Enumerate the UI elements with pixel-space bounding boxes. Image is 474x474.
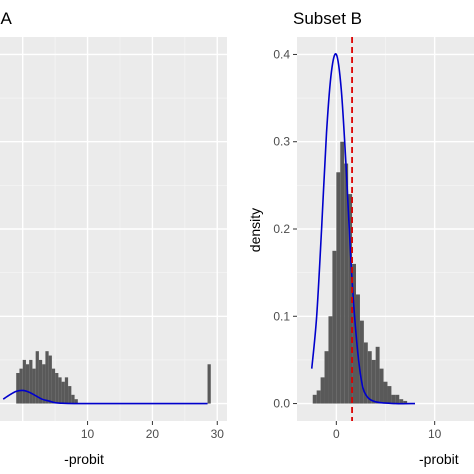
subset-b-histogram-bar bbox=[391, 394, 396, 404]
subset-b-histogram-bar bbox=[336, 172, 341, 404]
subset-b-x-tick-label: 10 bbox=[428, 427, 442, 441]
subset-a-x-ticks: 10 20 30 bbox=[81, 421, 224, 441]
subset-a-histogram-bar bbox=[55, 373, 59, 404]
subset-a-histogram-bar bbox=[71, 394, 75, 404]
subset-b-x-ticks: 0 10 bbox=[333, 421, 442, 441]
subset-b-histogram-bar bbox=[348, 194, 353, 404]
subset-b-histogram-bar bbox=[316, 390, 321, 404]
subset-a-histogram-bar bbox=[25, 364, 30, 404]
subset-a-histogram-bar bbox=[16, 373, 20, 404]
subset-b-histogram-bar bbox=[399, 399, 404, 404]
subset-a-histogram-bar bbox=[22, 359, 26, 404]
subset-a-panel: 10 20 30 t A -probit bbox=[0, 9, 227, 467]
subset-a-histogram-bar bbox=[48, 355, 52, 404]
subset-b-y-tick-label: 0.3 bbox=[273, 135, 290, 149]
subset-a-histogram-bar bbox=[64, 377, 69, 404]
subset-b-histogram-bar bbox=[324, 351, 329, 404]
subset-a-histogram bbox=[16, 351, 211, 404]
subset-b-y-tick-label: 0.0 bbox=[273, 397, 290, 411]
subset-b-x-tick-label: 0 bbox=[333, 427, 340, 441]
subset-a-histogram-bar bbox=[42, 364, 46, 404]
subset-b-histogram-bar bbox=[383, 381, 388, 404]
subset-a-normal-curve bbox=[2, 389, 208, 405]
subset-a-histogram-bar bbox=[45, 351, 49, 404]
subset-b-histogram-bar bbox=[340, 141, 345, 404]
subset-b-title: Subset B bbox=[293, 9, 362, 28]
subset-a-histogram-bar bbox=[61, 381, 65, 404]
subset-a-histogram-bar bbox=[58, 377, 62, 404]
subset-a-histogram-bar bbox=[38, 359, 43, 404]
subset-b-panel: 0 10 0.0 0.1 0.2 0.3 0.4 Subset B -probit den… bbox=[247, 9, 474, 467]
subset-b-y-tick-label: 0.2 bbox=[273, 222, 290, 236]
subset-b-histogram-bar bbox=[371, 359, 376, 404]
subset-b-x-axis-label: -probit bbox=[419, 451, 459, 467]
subset-b-y-tick-label: 0.1 bbox=[273, 309, 290, 323]
subset-b-histogram-bar bbox=[352, 263, 356, 404]
subset-b-y-tick-label: 0.4 bbox=[273, 47, 290, 61]
subset-b-histogram-bar bbox=[332, 250, 337, 404]
subset-b-histogram-bar bbox=[312, 394, 317, 404]
subset-a-x-tick-label: 20 bbox=[146, 427, 160, 441]
subset-b-histogram-bar bbox=[320, 377, 325, 404]
subset-a-x-tick-label: 30 bbox=[211, 427, 225, 441]
subset-b-histogram-bar bbox=[395, 394, 400, 404]
subset-b-histogram-bar bbox=[403, 400, 408, 404]
subset-a-histogram-bar bbox=[32, 368, 36, 404]
subset-a-gridlines bbox=[0, 37, 227, 421]
subset-b-histogram-bar bbox=[387, 386, 392, 404]
subset-b-y-ticks: 0.0 0.1 0.2 0.3 0.4 bbox=[273, 47, 297, 411]
subset-a-histogram-bar bbox=[207, 364, 211, 404]
subset-b-histogram-bar bbox=[367, 351, 372, 404]
subset-b-histogram-bar bbox=[344, 163, 349, 404]
subset-b-histogram-bar bbox=[363, 342, 368, 404]
subset-a-x-tick-label: 10 bbox=[81, 427, 95, 441]
subset-b-histogram-bar bbox=[375, 346, 380, 404]
subset-a-histogram-bar bbox=[51, 368, 56, 404]
subset-b-histogram-bar bbox=[328, 316, 333, 404]
subset-b-histogram-bar bbox=[359, 320, 364, 404]
subset-b-y-axis-label: density bbox=[247, 208, 263, 252]
subset-b-histogram-bar bbox=[379, 368, 384, 404]
subset-a-histogram-bar bbox=[68, 386, 72, 404]
subset-a-title: t A bbox=[0, 9, 13, 28]
subset-b-histogram bbox=[312, 141, 408, 404]
subset-b-normal-curve bbox=[310, 53, 416, 405]
subset-a-histogram-bar bbox=[19, 368, 23, 404]
subset-a-histogram-bar bbox=[74, 399, 78, 404]
subset-a-histogram-bar bbox=[35, 351, 39, 404]
subset-a-histogram-bar bbox=[29, 359, 33, 404]
subset-a-x-axis-label: -probit bbox=[64, 451, 104, 467]
